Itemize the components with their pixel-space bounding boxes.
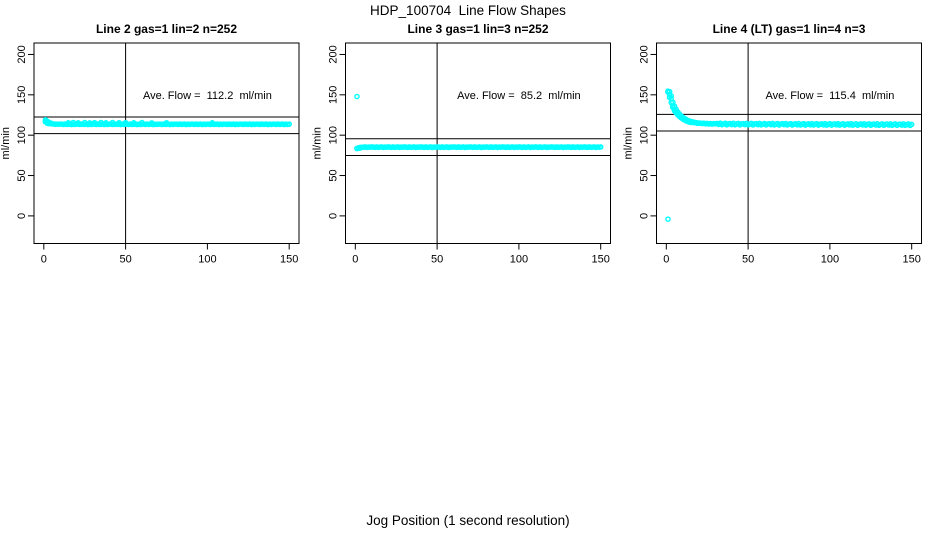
x-tick-label: 0 bbox=[663, 254, 669, 266]
plot-box bbox=[33, 42, 300, 244]
panel-3: Line 4 (LT) gas=1 lin=4 n=3 0 50 100 150 200 0… bbox=[623, 22, 922, 266]
x-tick-label: 150 bbox=[903, 254, 921, 266]
x-tick-label: 50 bbox=[119, 254, 131, 266]
ave-flow-annotation: Ave. Flow = 112.2 ml/min bbox=[143, 90, 272, 102]
data-point bbox=[116, 119, 122, 126]
data-point bbox=[65, 119, 72, 126]
x-tick-label: 150 bbox=[280, 254, 298, 266]
plot-box bbox=[345, 42, 611, 244]
data-point bbox=[98, 119, 104, 126]
y-axis-label: ml/min bbox=[623, 127, 635, 159]
data-point bbox=[81, 119, 88, 126]
y-tick-label: 50 bbox=[16, 169, 28, 181]
x-tick-label: 100 bbox=[821, 254, 839, 266]
y-tick-label: 100 bbox=[16, 126, 28, 144]
figure-title: HDP_100704 Line Flow Shapes bbox=[370, 3, 566, 18]
data-point bbox=[139, 119, 145, 126]
data-point bbox=[130, 120, 137, 126]
x-tick-label: 150 bbox=[592, 254, 610, 266]
data-point bbox=[103, 120, 109, 126]
y-tick-label: 100 bbox=[328, 126, 340, 144]
y-tick-label: 200 bbox=[16, 45, 28, 63]
x-tick-label: 50 bbox=[742, 254, 754, 266]
data-point bbox=[86, 120, 93, 126]
data-point bbox=[665, 216, 671, 222]
panel-title: Line 2 gas=1 lin=2 n=252 bbox=[96, 22, 237, 36]
x-tick-label: 50 bbox=[431, 254, 443, 266]
data-point bbox=[70, 119, 77, 126]
x-tick-label: 0 bbox=[41, 254, 47, 266]
y-axis-label: ml/min bbox=[312, 127, 324, 159]
data-point bbox=[148, 120, 155, 126]
data-point bbox=[597, 144, 604, 150]
data-point bbox=[75, 120, 81, 126]
plot-box bbox=[656, 42, 922, 244]
y-tick-label: 100 bbox=[639, 126, 651, 144]
data-point bbox=[908, 121, 915, 128]
panel-title: Line 3 gas=1 lin=3 n=252 bbox=[407, 22, 548, 36]
x-axis-outer-label: Jog Position (1 second resolution) bbox=[366, 513, 570, 528]
y-tick-label: 150 bbox=[639, 86, 651, 104]
data-points bbox=[354, 93, 604, 152]
data-point bbox=[668, 93, 675, 99]
x-tick-label: 100 bbox=[198, 254, 216, 266]
panel-title: Line 4 (LT) gas=1 lin=4 n=3 bbox=[713, 22, 866, 36]
panel-2: Line 3 gas=1 lin=3 n=252 0 50 100 150 200 0 50 1… bbox=[312, 22, 611, 266]
data-point bbox=[163, 119, 170, 126]
data-point bbox=[91, 119, 98, 126]
y-tick-label: 200 bbox=[328, 45, 340, 63]
data-point bbox=[122, 119, 129, 126]
y-axis-label: ml/min bbox=[0, 127, 12, 159]
y-tick-label: 0 bbox=[639, 213, 651, 219]
data-point bbox=[109, 119, 116, 126]
data-point bbox=[47, 120, 54, 126]
y-tick-label: 200 bbox=[639, 45, 651, 63]
x-tick-label: 100 bbox=[510, 254, 528, 266]
panel-1: Line 2 gas=1 lin=2 n=252 0 50 100 150 200 0 50 1… bbox=[0, 22, 300, 266]
y-tick-label: 150 bbox=[328, 86, 340, 104]
data-point bbox=[209, 120, 216, 126]
data-point bbox=[357, 145, 364, 151]
y-tick-label: 0 bbox=[16, 213, 28, 219]
y-tick-label: 50 bbox=[328, 169, 340, 181]
y-tick-label: 50 bbox=[639, 169, 651, 181]
ave-flow-annotation: Ave. Flow = 85.2 ml/min bbox=[457, 90, 581, 102]
data-points bbox=[42, 117, 292, 128]
data-point bbox=[354, 93, 360, 100]
x-tick-label: 0 bbox=[352, 254, 358, 266]
ave-flow-annotation: Ave. Flow = 115.4 ml/min bbox=[765, 90, 894, 102]
y-tick-label: 0 bbox=[328, 213, 340, 219]
data-point bbox=[696, 120, 702, 126]
data-points bbox=[665, 88, 915, 222]
data-point bbox=[286, 121, 292, 127]
y-tick-label: 150 bbox=[16, 86, 28, 104]
